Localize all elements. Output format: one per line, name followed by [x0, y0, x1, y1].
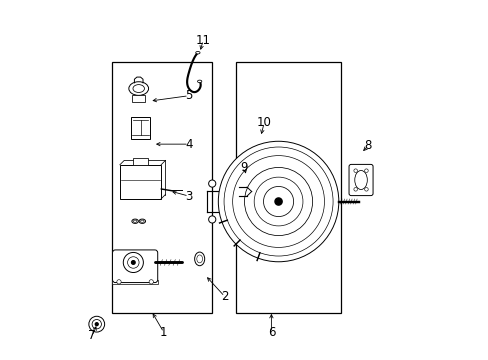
Circle shape: [364, 169, 367, 172]
FancyBboxPatch shape: [112, 250, 158, 283]
Ellipse shape: [195, 51, 200, 54]
Text: 9: 9: [240, 161, 248, 174]
Bar: [112, 62, 212, 313]
Circle shape: [263, 186, 293, 217]
Bar: [132, 95, 145, 102]
Bar: [112, 280, 158, 284]
Circle shape: [364, 188, 367, 191]
Circle shape: [353, 188, 357, 191]
Circle shape: [127, 257, 139, 268]
Circle shape: [123, 252, 143, 273]
Circle shape: [149, 280, 153, 284]
Circle shape: [232, 156, 324, 247]
Text: 5: 5: [185, 89, 192, 102]
Ellipse shape: [140, 220, 144, 222]
Ellipse shape: [139, 219, 145, 224]
Ellipse shape: [133, 85, 144, 93]
Text: 1: 1: [160, 326, 167, 339]
Ellipse shape: [354, 171, 366, 189]
Text: 7: 7: [88, 329, 96, 342]
Ellipse shape: [194, 252, 204, 266]
Ellipse shape: [196, 255, 202, 263]
Text: 10: 10: [256, 116, 271, 129]
Bar: [132, 158, 148, 165]
Ellipse shape: [128, 82, 148, 95]
Circle shape: [92, 319, 101, 329]
Circle shape: [95, 323, 98, 325]
Text: 11: 11: [195, 33, 210, 47]
Text: 3: 3: [185, 190, 192, 203]
Circle shape: [208, 180, 215, 187]
Ellipse shape: [132, 219, 138, 224]
Circle shape: [218, 141, 338, 262]
Circle shape: [224, 147, 332, 256]
Circle shape: [117, 280, 121, 284]
Circle shape: [131, 261, 135, 264]
Ellipse shape: [133, 220, 137, 222]
Circle shape: [254, 177, 303, 226]
Text: 2: 2: [221, 290, 228, 303]
Bar: [131, 117, 149, 139]
Text: 8: 8: [364, 139, 371, 152]
Bar: [120, 165, 161, 199]
Circle shape: [89, 316, 104, 332]
Circle shape: [353, 169, 357, 172]
Circle shape: [274, 198, 282, 205]
Bar: [235, 62, 341, 313]
Circle shape: [244, 167, 312, 235]
Circle shape: [208, 216, 215, 223]
Ellipse shape: [197, 80, 202, 83]
FancyBboxPatch shape: [348, 165, 372, 195]
Text: 6: 6: [267, 326, 275, 339]
Text: 4: 4: [185, 138, 192, 150]
